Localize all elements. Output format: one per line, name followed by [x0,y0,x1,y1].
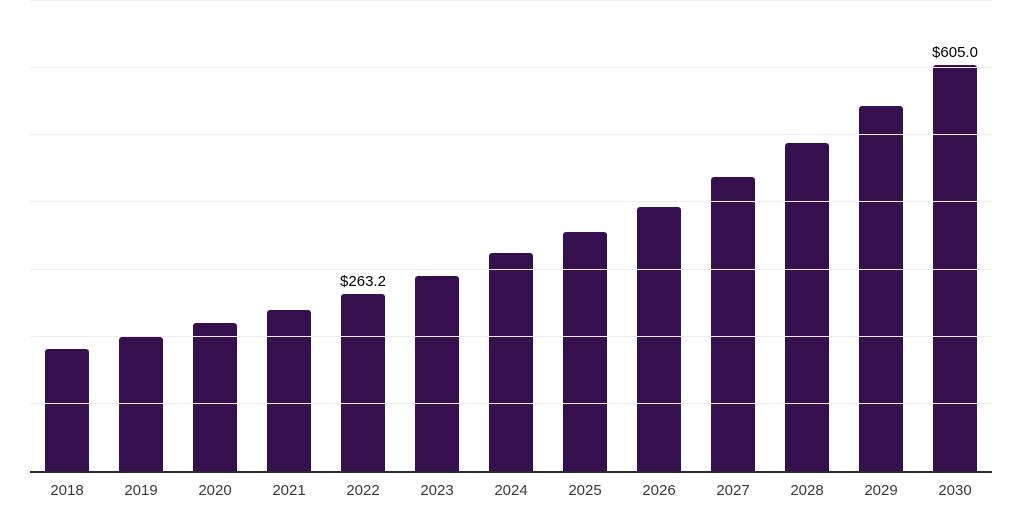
gridline-700 [30,0,992,1]
gridline-600 [30,67,992,69]
x-axis-label-2025: 2025 [568,482,602,499]
x-axis-label-2029: 2029 [864,482,898,499]
bar-band-2024 [474,1,548,471]
plot-area: $263.2 $605.0 [30,0,992,473]
gridline-100 [30,402,992,404]
bar-2021 [267,310,311,471]
x-axis-labels: 2018 2019 2020 2021 2022 2023 2024 2025 2026 2027… [30,482,992,500]
bar-2026 [637,207,681,471]
bar-2027 [711,176,755,471]
bar-band-2023 [400,1,474,471]
bar-band-2019 [104,1,178,471]
bar-2028 [785,143,829,471]
x-axis-label-2020: 2020 [198,482,232,499]
bar-band-2028 [770,1,844,471]
data-label-2030: $605.0 [932,43,978,61]
bar-band-2029 [844,1,918,471]
x-axis-label-2024: 2024 [494,482,528,499]
x-axis-label-2028: 2028 [790,482,824,499]
gridline-200 [30,335,992,337]
bar-2025 [563,231,607,471]
bar-band-2018 [30,1,104,471]
bar-band-2022: $263.2 [326,1,400,471]
bar-band-2026 [622,1,696,471]
bar-2019 [119,336,163,471]
bar-band-2025 [548,1,622,471]
data-label-2022: $263.2 [340,273,386,291]
x-axis-label-2021: 2021 [272,482,306,499]
bar-2023 [415,276,459,471]
bars-container: $263.2 $605.0 [30,1,992,471]
gridline-400 [30,201,992,203]
bar-band-2030: $605.0 [918,1,992,471]
bar-2018 [45,349,89,471]
bar-2022 [341,294,385,471]
bar-band-2020 [178,1,252,471]
x-axis-label-2023: 2023 [420,482,454,499]
x-axis-label-2027: 2027 [716,482,750,499]
bar-2024 [489,253,533,471]
gridline-500 [30,134,992,136]
bar-band-2021 [252,1,326,471]
x-axis-label-2026: 2026 [642,482,676,499]
gridline-300 [30,268,992,270]
x-axis-label-2018: 2018 [50,482,84,499]
bar-2020 [193,323,237,471]
x-axis-label-2022: 2022 [346,482,380,499]
x-axis-label-2019: 2019 [124,482,158,499]
bar-2029 [859,106,903,471]
x-axis-label-2030: 2030 [938,482,972,499]
bar-band-2027 [696,1,770,471]
